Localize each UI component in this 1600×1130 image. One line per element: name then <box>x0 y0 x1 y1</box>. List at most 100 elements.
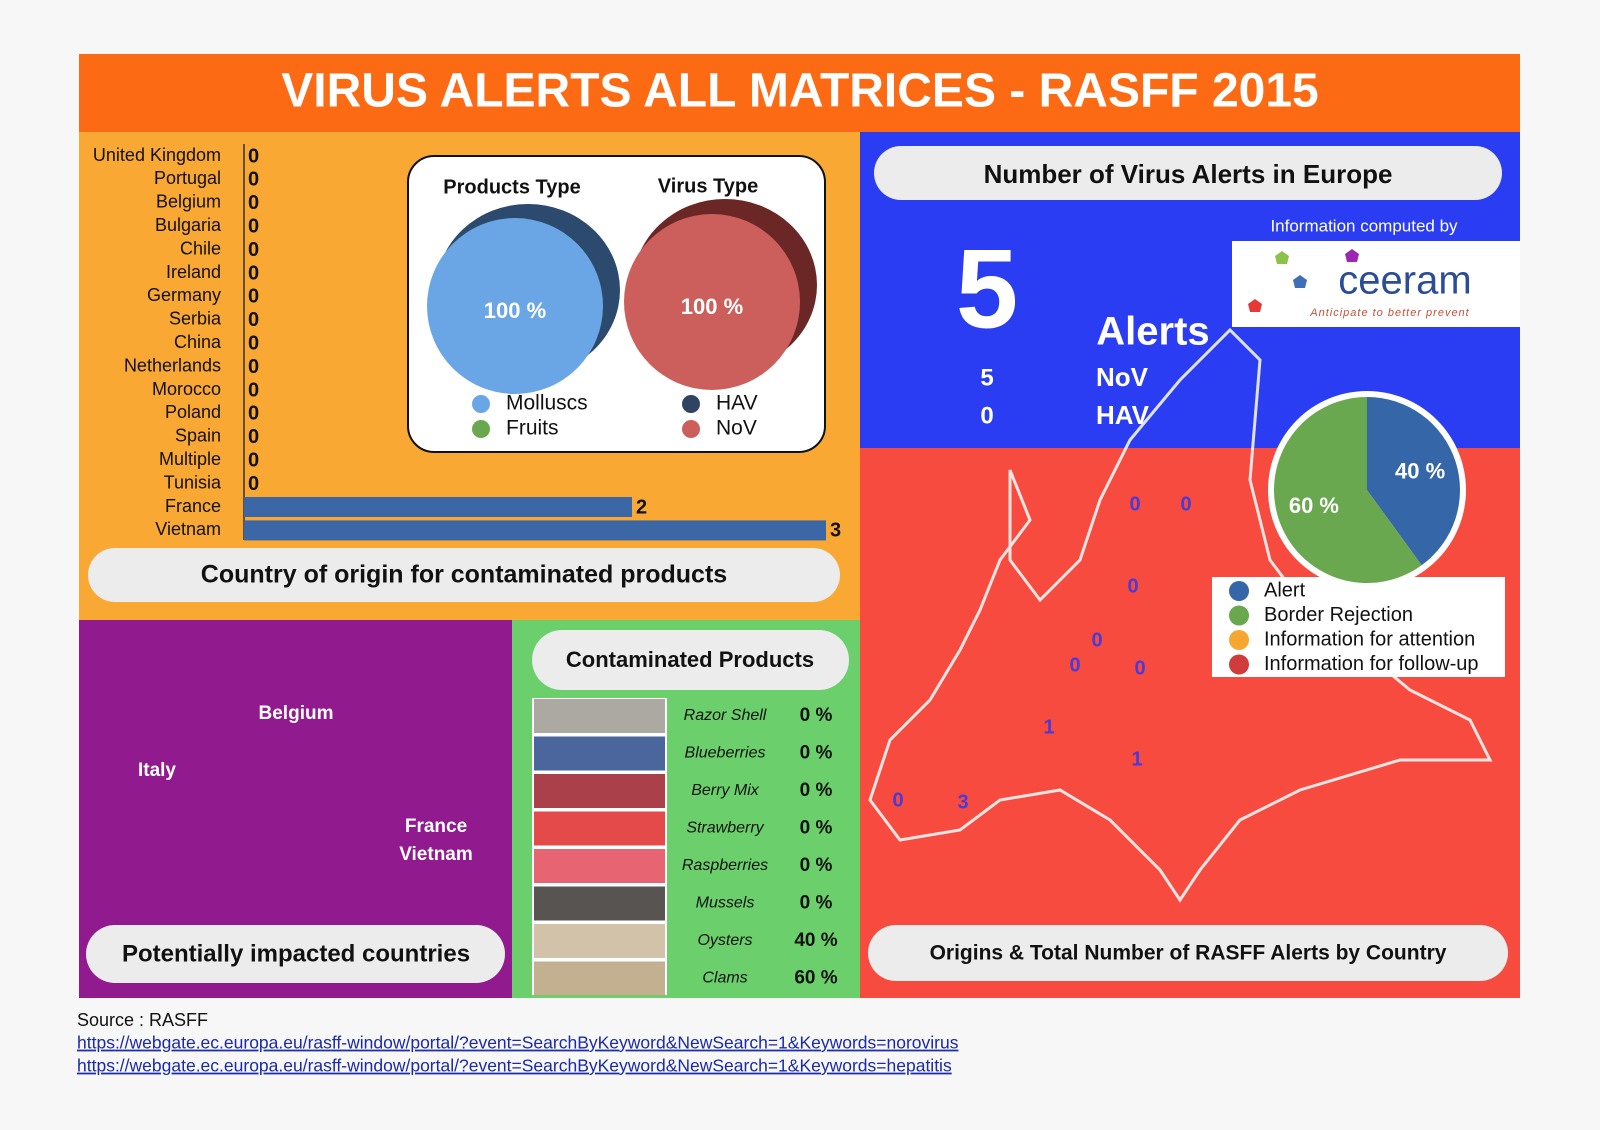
product-share: 0 % <box>800 855 833 876</box>
bar <box>244 497 632 517</box>
product-share: 40 % <box>794 930 837 951</box>
product-photo <box>534 849 665 883</box>
y-tick-label: Multiple <box>159 449 221 469</box>
data-label: 0 <box>248 169 259 191</box>
data-label: 0 <box>248 356 259 378</box>
legend-swatch <box>682 420 700 438</box>
section-title: Contaminated Products <box>566 647 814 672</box>
product-photo <box>534 961 665 996</box>
source-link[interactable]: https://webgate.ec.europa.eu/rasff-windo… <box>77 1033 959 1053</box>
y-tick-label: Vietnam <box>155 519 221 539</box>
section-title: Number of Virus Alerts in Europe <box>984 159 1393 189</box>
product-photo <box>534 774 665 808</box>
pie-slice <box>1367 397 1460 566</box>
map-count: 0 <box>1069 654 1080 676</box>
y-tick-label: Netherlands <box>124 355 221 375</box>
pie-slice <box>1274 397 1422 584</box>
caption-pill <box>86 925 505 983</box>
source-link[interactable]: https://webgate.ec.europa.eu/rasff-windo… <box>77 1056 952 1076</box>
map-count: 1 <box>1131 748 1142 770</box>
logo-gem <box>1248 299 1262 312</box>
data-label: 0 <box>248 215 259 237</box>
legend-swatch <box>472 420 490 438</box>
y-tick-label: United Kingdom <box>93 145 221 165</box>
y-tick-label: Tunisia <box>164 472 222 492</box>
product-name: Clams <box>702 970 747 987</box>
data-label: 0 <box>248 426 259 448</box>
legend-label: NoV <box>716 417 757 440</box>
legend-swatch <box>472 395 490 413</box>
section-caption: Potentially impacted countries <box>122 940 470 967</box>
data-label: 0 <box>248 332 259 354</box>
product-photo <box>534 811 665 846</box>
legend-swatch <box>1229 605 1249 626</box>
pie-slice <box>624 214 800 390</box>
logo-gem <box>1293 275 1307 288</box>
alert-virus: NoV <box>1096 362 1149 392</box>
data-label: 0 <box>248 145 259 167</box>
legend-label: Molluscs <box>506 392 588 415</box>
product-name: Berry Mix <box>691 782 760 799</box>
product-name: Mussels <box>696 895 755 912</box>
data-label: 0 <box>248 473 259 495</box>
pie-slice <box>427 218 603 394</box>
europe-outline <box>868 327 1493 903</box>
data-label: 0 <box>248 286 259 308</box>
map-count: 0 <box>1180 493 1191 515</box>
product-name: Strawberry <box>686 820 764 837</box>
legend-label: Information for attention <box>1264 628 1475 650</box>
country-name: Belgium <box>259 703 334 724</box>
product-name: Oysters <box>697 932 752 949</box>
title-bar <box>79 54 1520 134</box>
y-tick-label: Spain <box>175 426 221 446</box>
legend-label: Border Rejection <box>1264 604 1413 626</box>
data-label: 0 <box>248 449 259 471</box>
data-label: 2 <box>636 496 647 518</box>
y-tick-label: Ireland <box>166 262 221 282</box>
legend-swatch <box>682 395 700 413</box>
source-label: Source : RASFF <box>77 1010 208 1030</box>
y-tick-label: Germany <box>147 285 221 305</box>
data-label: 100 % <box>681 294 743 319</box>
product-share: 0 % <box>800 893 833 914</box>
logo-text: ceeram <box>1338 259 1471 303</box>
product-name: Blueberries <box>685 745 766 762</box>
product-name: Raspberries <box>682 857 768 874</box>
product-photo <box>534 736 665 771</box>
y-tick-label: Serbia <box>169 309 222 329</box>
data-label: 0 <box>248 192 259 214</box>
caption-pill <box>532 630 849 690</box>
alert-total: 5 <box>956 227 1018 352</box>
y-tick-label: France <box>165 496 221 516</box>
logo-gem <box>1275 251 1289 264</box>
y-tick-label: Poland <box>165 402 221 422</box>
alert-count: 5 <box>980 364 993 391</box>
logo-gem <box>1345 249 1359 262</box>
y-tick-label: Portugal <box>154 168 221 188</box>
data-label: 100 % <box>484 298 546 323</box>
pie-title: Virus Type <box>658 175 758 197</box>
product-photo <box>534 699 665 733</box>
data-label: 0 <box>248 309 259 331</box>
legend-box <box>1212 577 1505 677</box>
map-count: 0 <box>1134 657 1145 679</box>
chart-caption: Country of origin for contaminated produ… <box>201 561 727 589</box>
alert-count: 0 <box>980 402 993 429</box>
alert-virus: HAV <box>1096 400 1150 430</box>
product-name: Razor Shell <box>684 707 767 724</box>
y-tick-label: Chile <box>180 238 221 258</box>
data-label: 0 <box>248 239 259 261</box>
alert-label: Alerts <box>1096 310 1209 354</box>
map-count: 0 <box>1091 629 1102 651</box>
map-count: 3 <box>957 791 968 813</box>
product-share: 0 % <box>800 780 833 801</box>
legend-swatch <box>1229 654 1249 675</box>
country-name: Vietnam <box>399 844 473 865</box>
pie-title: Products Type <box>443 176 580 198</box>
data-label: 0 <box>248 403 259 425</box>
data-label: 0 <box>248 379 259 401</box>
map-caption: Origins & Total Number of RASFF Alerts b… <box>930 942 1447 965</box>
product-share: 0 % <box>800 818 833 839</box>
